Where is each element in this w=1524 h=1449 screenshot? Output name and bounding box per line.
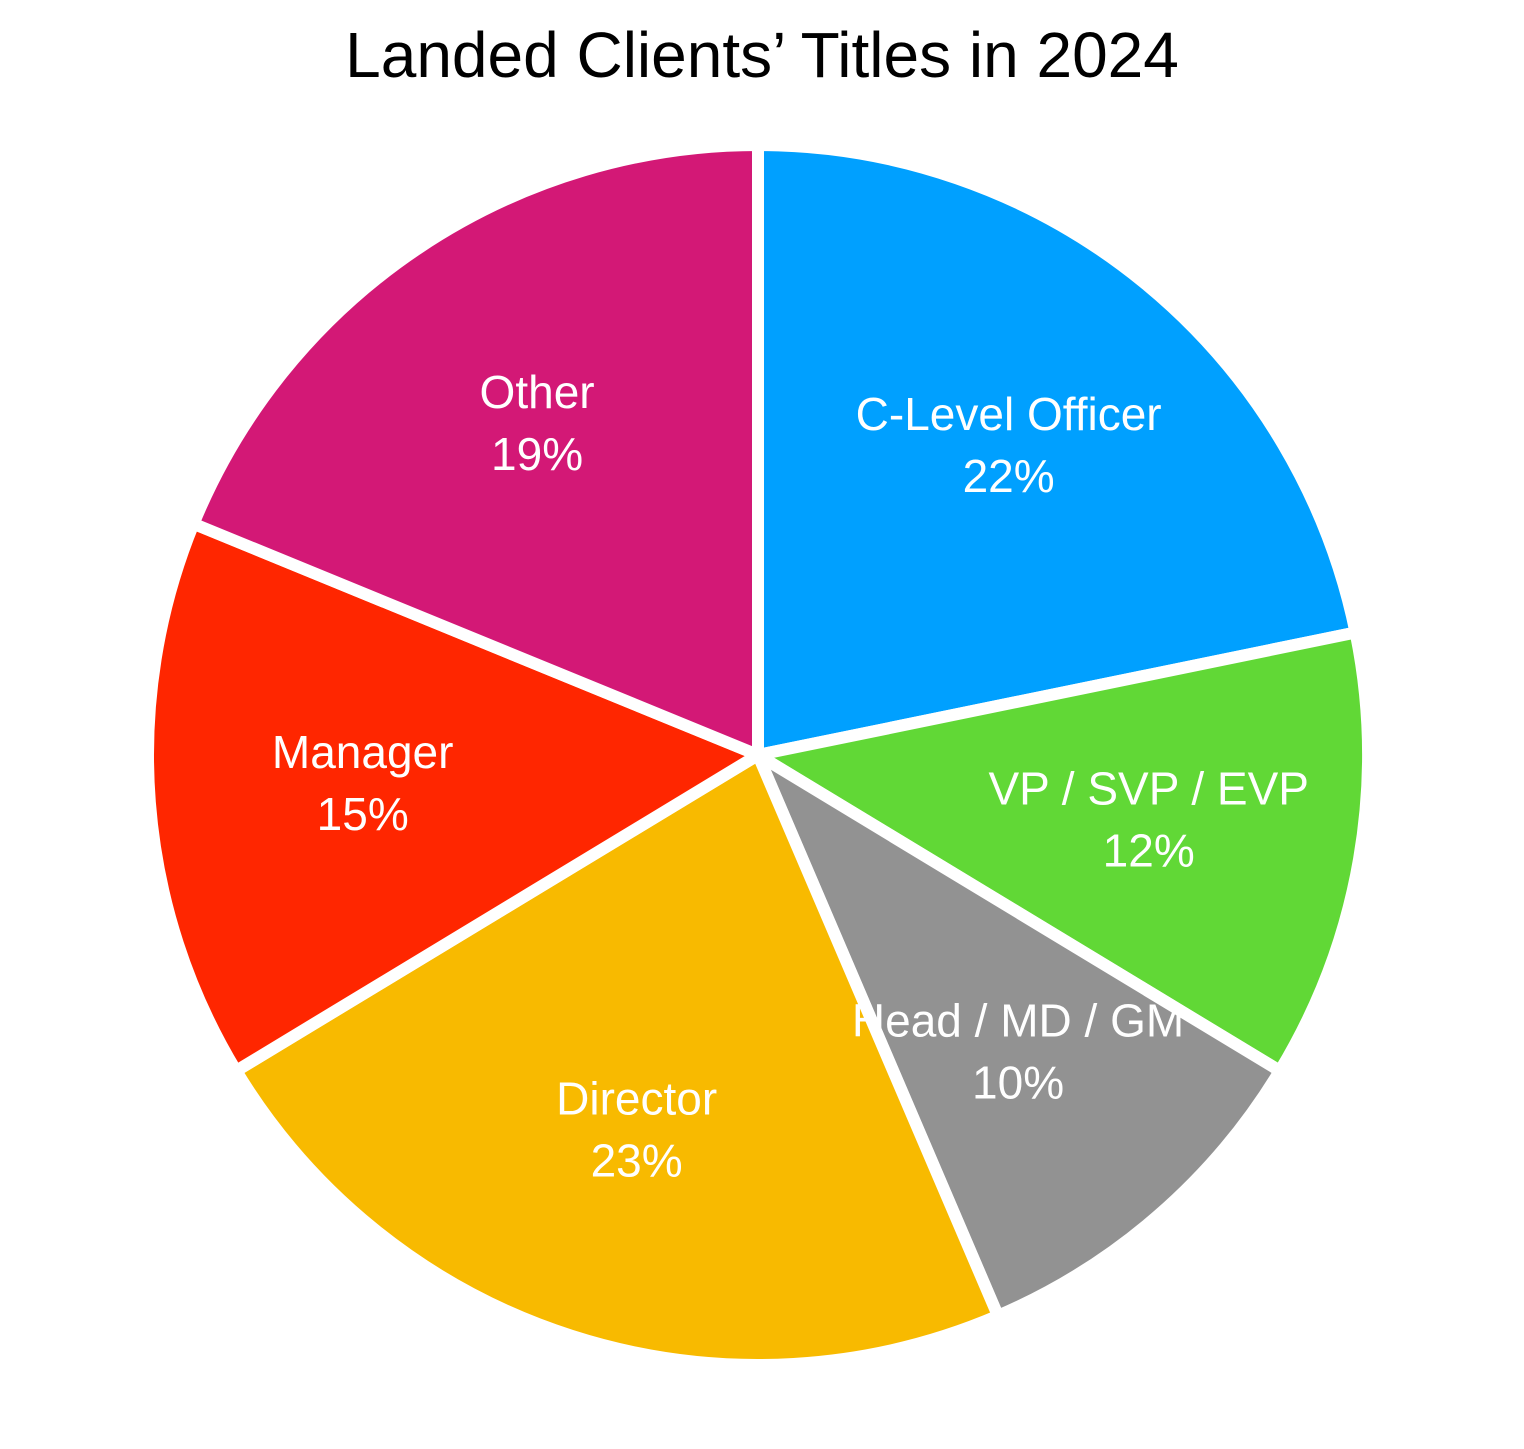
slice-category-label: Director <box>556 1073 717 1125</box>
slice-category-label: Manager <box>272 726 454 778</box>
chart-title: Landed Clients’ Titles in 2024 <box>345 19 1179 91</box>
slice-category-label: Head / MD / GM <box>852 994 1184 1046</box>
pie-slice <box>187 139 764 761</box>
pie-slice <box>752 749 1286 1322</box>
slice-value-label: 22% <box>963 450 1055 502</box>
slice-value-label: 23% <box>591 1135 683 1187</box>
pie-slice <box>230 749 1004 1371</box>
pie-slice <box>142 517 764 1077</box>
slice-category-label: C-Level Officer <box>856 388 1162 440</box>
slice-category-label: Other <box>480 366 595 418</box>
slice-value-label: 12% <box>1103 825 1195 877</box>
pie-slice <box>752 626 1374 1077</box>
slice-value-label: 15% <box>317 788 409 840</box>
slice-category-label: VP / SVP / EVP <box>988 763 1308 815</box>
slice-value-label: 19% <box>491 428 583 480</box>
slice-value-label: 10% <box>972 1056 1064 1108</box>
pie-slice <box>752 139 1362 761</box>
